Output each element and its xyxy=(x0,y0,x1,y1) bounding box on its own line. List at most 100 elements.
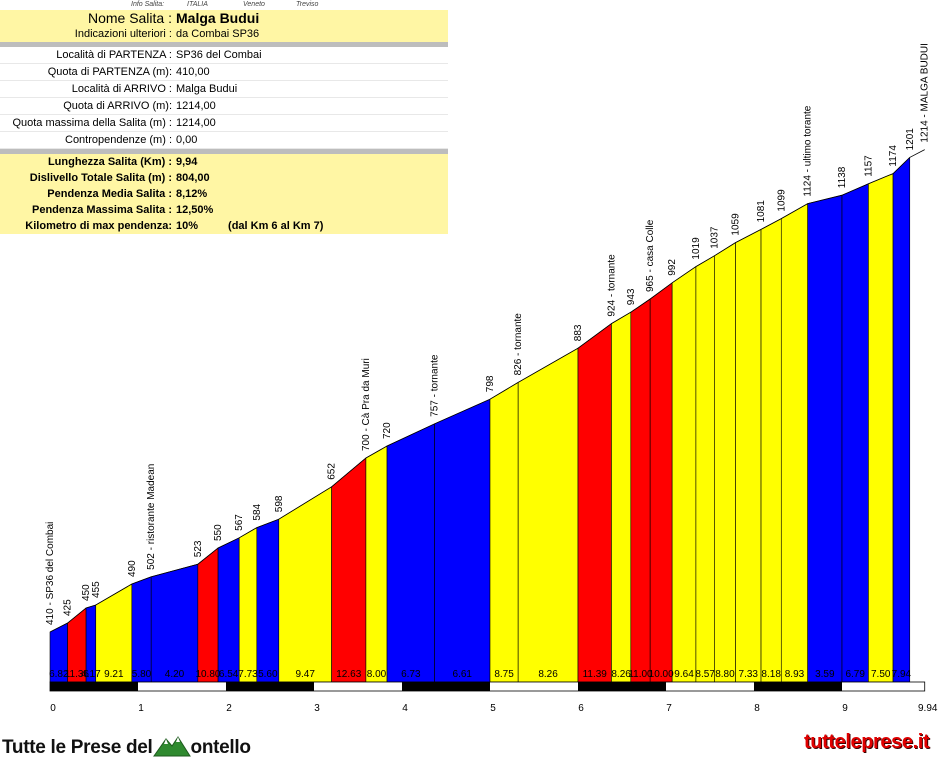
altitude-label: 826 - tornante xyxy=(513,313,524,376)
segment-grade-label: 8.18 xyxy=(761,669,781,680)
x-tick-label: 3 xyxy=(314,703,320,714)
contro-key: Contropendenze (m) : xyxy=(0,131,174,149)
qmax-key: Quota massima della Salita (m) : xyxy=(0,114,174,132)
info-meta-province: Treviso xyxy=(296,1,319,8)
profile-segment xyxy=(365,445,388,683)
x-tick-label: 6 xyxy=(578,703,584,714)
profile-segment xyxy=(131,576,152,683)
profile-segment xyxy=(735,228,762,683)
altitude-label: 490 xyxy=(127,560,138,577)
row-max-grade: Pendenza Massima Salita : 12,50% xyxy=(0,202,448,218)
mountain-logo-icon xyxy=(152,733,191,763)
profile-segment xyxy=(197,547,219,683)
segment-grade-label: 8.57 xyxy=(695,669,715,680)
axis-bar-km xyxy=(754,682,842,691)
altitude-label: 1099 xyxy=(776,189,787,212)
altitude-label: 410 - SP36 del Combai xyxy=(45,522,56,625)
footer-logo-left: Tutte le Prese del ontello xyxy=(2,733,251,763)
x-tick-label: 0 xyxy=(50,703,56,714)
x-tick-label: 9 xyxy=(842,703,848,714)
altitude-label: 1019 xyxy=(691,237,702,260)
altitude-label: 584 xyxy=(252,503,263,520)
climb-info-table: Nome Salita : Malga Budui Indicazioni ul… xyxy=(0,10,448,234)
x-tick-label: 8 xyxy=(754,703,760,714)
altitude-label: 1059 xyxy=(731,213,742,236)
max-key: Pendenza Massima Salita : xyxy=(0,202,174,218)
len-value: 9,94 xyxy=(174,154,448,170)
row-max-alt: Quota massima della Salita (m) : 1214,00 xyxy=(0,114,448,132)
separator xyxy=(0,148,448,154)
segment-grade-label: 3.59 xyxy=(815,669,835,680)
altitude-label: 1081 xyxy=(756,200,767,223)
profile-segment xyxy=(807,194,843,683)
altitude-label: 1138 xyxy=(837,166,848,188)
info-header: Info Salita: ITALIA Veneto Treviso xyxy=(0,0,448,10)
kmmax-key: Kilometro di max pendenza: xyxy=(0,218,174,234)
kmmax-value: 10% xyxy=(176,220,199,232)
ind-value: da Combai SP36 xyxy=(174,26,448,42)
segment-grade-label: 8.80 xyxy=(715,669,735,680)
altitude-label: 798 xyxy=(485,375,496,392)
profile-segment xyxy=(714,242,736,683)
segment-grade-label: 8.26 xyxy=(611,669,631,680)
segment-grade-label: 7.33 xyxy=(739,669,759,680)
footer-text-b: ontello xyxy=(190,737,251,758)
segment-grade-label: 5.60 xyxy=(258,669,278,680)
contro-value: 0,00 xyxy=(174,131,448,149)
altitude-label: 943 xyxy=(626,288,637,305)
axis-bar-km xyxy=(578,682,666,691)
altitude-label: 757 - tornante xyxy=(430,354,441,417)
altitude-label: 883 xyxy=(573,324,584,341)
arr-value: Malga Budui xyxy=(174,80,448,98)
qmax-value: 1214,00 xyxy=(174,114,448,132)
segment-grade-label: 4.20 xyxy=(165,669,185,680)
segment-grade-label: 6.82 xyxy=(49,669,69,680)
segment-grade-label: 9.47 xyxy=(295,669,315,680)
arr-key: Località di ARRIVO : xyxy=(0,80,174,98)
disl-key: Dislivello Totale Salita (m) : xyxy=(0,170,174,186)
profile-segment xyxy=(256,518,280,683)
qstart-value: 410,00 xyxy=(174,63,448,81)
ind-key: Indicazioni ulteriori : xyxy=(0,26,174,42)
row-length: Lunghezza Salita (Km) : 9,94 xyxy=(0,154,448,170)
segment-grade-label: 9.21 xyxy=(104,669,124,680)
segment-grade-label: 6.73 xyxy=(401,669,421,680)
x-tick-label: 1 xyxy=(138,703,144,714)
profile-segment xyxy=(892,156,911,683)
disl-value: 804,00 xyxy=(174,170,448,186)
altitude-label: 1214 - MALGA BUDUI xyxy=(920,43,931,142)
altitude-label: 567 xyxy=(234,514,245,531)
footer-site-logo: tutteleprese.it xyxy=(804,731,930,753)
kmmax-note: (dal Km 6 al Km 7) xyxy=(228,220,324,232)
altitude-label: 1037 xyxy=(709,226,720,249)
profile-segments xyxy=(49,149,925,683)
profile-segment xyxy=(489,381,519,683)
row-start-alt: Quota di PARTENZA (m): 410,00 xyxy=(0,63,448,81)
segment-grade-label: 8.00 xyxy=(367,669,387,680)
segment-grade-label: 11.36 xyxy=(65,669,90,680)
segment-grade-label: 11.00 xyxy=(628,669,653,680)
info-meta-country: ITALIA xyxy=(187,1,208,8)
distance-axis: 0 1 2 3 4 5 6 7 8 9 9.94 xyxy=(49,681,938,714)
altitude-label: 450 xyxy=(81,584,92,601)
avg-key: Pendenza Media Salita : xyxy=(0,186,174,202)
profile-segment xyxy=(150,563,199,683)
info-meta-region: Veneto xyxy=(243,1,265,8)
profile-segment xyxy=(868,173,894,683)
profile-segment xyxy=(671,266,697,683)
profile-segment xyxy=(630,298,651,683)
axis-bar-km xyxy=(226,682,314,691)
segment-grade-label: 8.93 xyxy=(785,669,805,680)
segment-grade-label: 8.26 xyxy=(538,669,558,680)
len-key: Lunghezza Salita (Km) : xyxy=(0,154,174,170)
altitude-label: 598 xyxy=(274,495,285,512)
x-tick-label: 2 xyxy=(226,703,232,714)
row-arrival: Località di ARRIVO : Malga Budui xyxy=(0,80,448,98)
profile-segment xyxy=(517,347,579,683)
profile-segment xyxy=(386,423,435,683)
profile-segment xyxy=(841,183,869,683)
x-tick-label: 9.94 xyxy=(918,703,938,714)
segment-grade-label: 5.80 xyxy=(132,669,152,680)
